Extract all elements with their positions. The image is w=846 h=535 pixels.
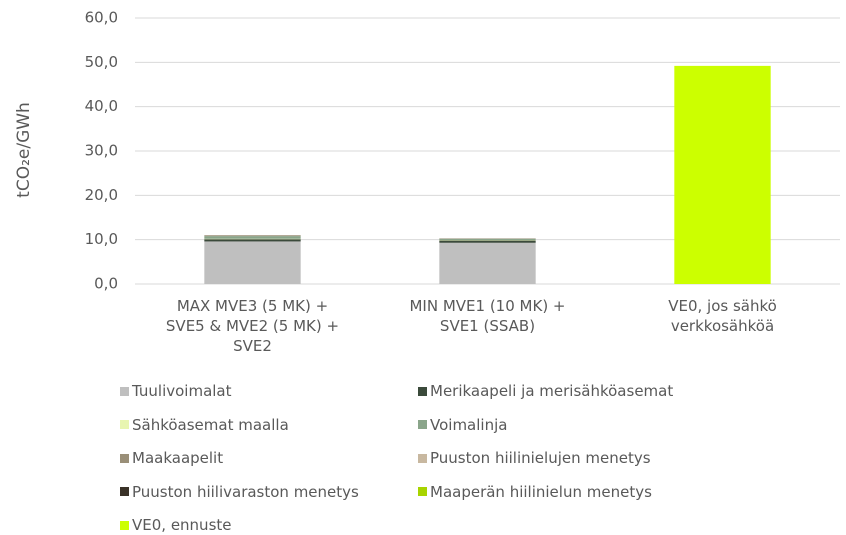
bar-segment — [204, 241, 301, 284]
y-axis-label: tCO₂e/GWh — [14, 102, 34, 198]
legend-label: Tuulivoimalat — [132, 382, 232, 400]
y-tick-label: 20,0 — [85, 186, 118, 204]
legend-label: Sähköasemat maalla — [132, 415, 289, 434]
legend-item: Maakaapelit — [120, 449, 223, 467]
legend-label: Maakaapelit — [132, 449, 224, 467]
y-tick-label: 40,0 — [85, 97, 118, 115]
legend-item: Voimalinja — [418, 416, 507, 434]
x-tick-label: MAX MVE3 (5 MK) + SVE5 & MVE2 (5 MK) + S… — [165, 297, 340, 355]
legend-label: Voimalinja — [430, 415, 508, 434]
legend-item: Puuston hiilinielujen menetys — [418, 449, 651, 467]
bar-segment — [204, 235, 301, 237]
y-tick-label: 60,0 — [85, 9, 118, 27]
legend-item: Puuston hiilivaraston menetys — [120, 483, 359, 501]
legend-label: Maaperän hiilinielun menetys — [430, 482, 652, 501]
bar-segment — [439, 240, 536, 243]
legend-label: VE0, ennuste — [132, 516, 232, 534]
legend-item: Merikaapeli ja merisähköasemat — [418, 382, 673, 400]
legend-label: Merikaapeli ja merisähköasemat — [430, 382, 674, 400]
y-tick-label: 30,0 — [85, 142, 118, 160]
legend-swatch — [418, 453, 427, 463]
x-tick-label: MIN MVE1 (10 MK) + SVE1 (SSAB) — [409, 297, 566, 335]
legend-swatch — [120, 386, 129, 396]
legend-label: Puuston hiilinielujen menetys — [430, 449, 651, 467]
legend-swatch — [418, 420, 427, 429]
legend-swatch — [120, 420, 129, 429]
bar-segment — [439, 238, 536, 241]
legend-item: Maaperän hiilinielun menetys — [418, 483, 652, 501]
y-tick-label: 10,0 — [85, 230, 118, 248]
legend-item: VE0, ennuste — [120, 516, 232, 534]
bar-segment — [674, 65, 771, 284]
legend-swatch — [418, 487, 427, 496]
bar-segment — [439, 242, 536, 284]
legend-swatch — [418, 386, 427, 396]
y-tick-label: 0,0 — [94, 275, 118, 293]
legend-swatch — [120, 520, 129, 530]
legend-item: Tuulivoimalat — [120, 382, 232, 400]
legend-item: Sähköasemat maalla — [120, 416, 289, 434]
x-tick-label: VE0, jos sähkö verkkosähköä — [668, 297, 777, 335]
y-tick-label: 50,0 — [85, 53, 118, 71]
bar-segment — [204, 236, 301, 239]
legend-swatch — [120, 487, 129, 496]
legend-label: Puuston hiilivaraston menetys — [132, 482, 359, 501]
bar-segment — [204, 239, 301, 242]
legend-swatch — [120, 453, 129, 463]
